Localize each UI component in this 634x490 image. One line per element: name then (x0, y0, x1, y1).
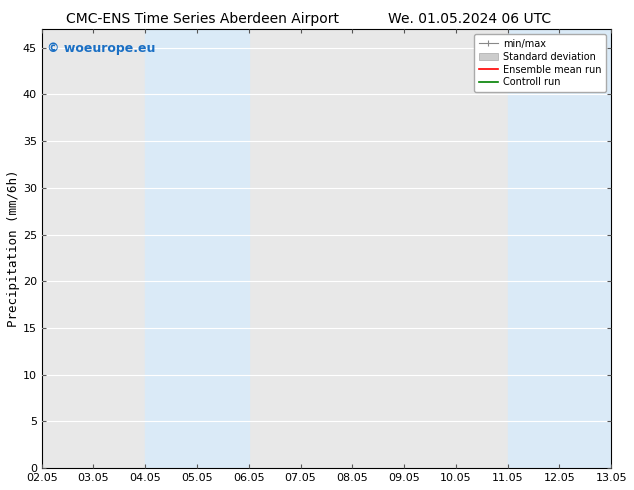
Bar (197, 29, 249, 468)
Y-axis label: Precipitation (mm/6h): Precipitation (mm/6h) (7, 170, 20, 327)
Bar (508, 29, 559, 468)
Text: © woeurope.eu: © woeurope.eu (48, 42, 156, 55)
Legend: min/max, Standard deviation, Ensemble mean run, Controll run: min/max, Standard deviation, Ensemble me… (474, 34, 606, 92)
Bar (559, 29, 611, 468)
Text: CMC-ENS Time Series Aberdeen Airport: CMC-ENS Time Series Aberdeen Airport (67, 12, 339, 26)
Bar (145, 29, 197, 468)
Text: We. 01.05.2024 06 UTC: We. 01.05.2024 06 UTC (387, 12, 551, 26)
